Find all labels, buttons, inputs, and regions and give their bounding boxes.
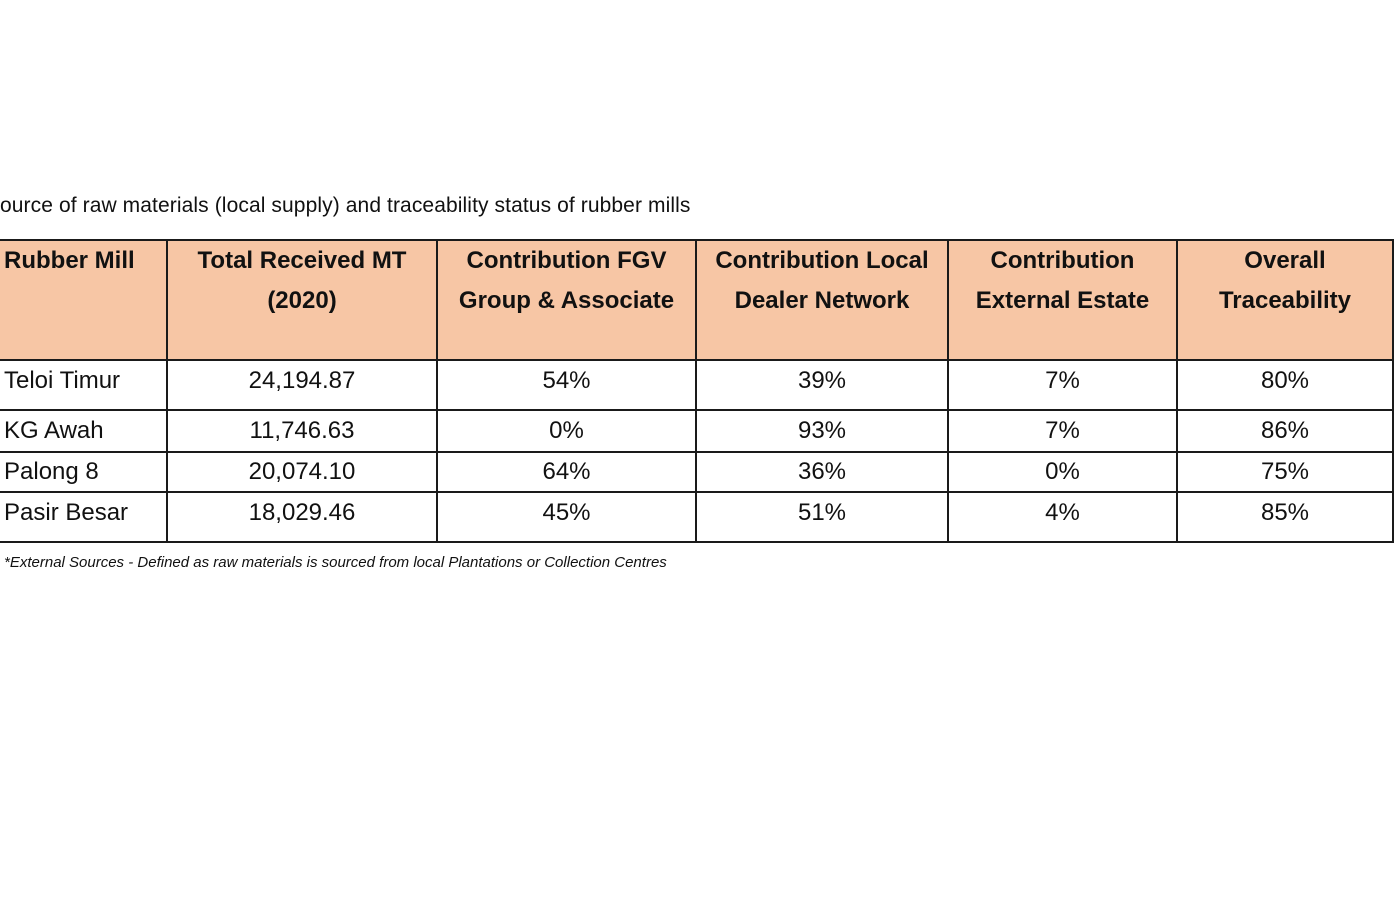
cell-overall-traceability: 80% [1176, 359, 1394, 411]
rubber-mills-table: Rubber Mill Total Received MT (2020) Con… [0, 239, 1394, 543]
header-total-received: Total Received MT (2020) [166, 239, 438, 361]
table-caption: ource of raw materials (local supply) an… [0, 194, 691, 217]
table-row: KG Awah 11,746.63 0% 93% 7% 86% [0, 409, 1394, 453]
header-row: Rubber Mill Total Received MT (2020) Con… [0, 239, 1394, 361]
cell-contribution-external-estate: 7% [947, 359, 1178, 411]
cell-mill-name: Pasir Besar [0, 491, 168, 543]
cell-contribution-local-dealer: 39% [695, 359, 949, 411]
cell-overall-traceability: 85% [1176, 491, 1394, 543]
header-contribution-external-estate: Contribution External Estate [947, 239, 1178, 361]
cell-total-received: 18,029.46 [166, 491, 438, 543]
table-row: Teloi Timur 24,194.87 54% 39% 7% 80% [0, 359, 1394, 411]
cell-contribution-fgv: 45% [436, 491, 697, 543]
cell-contribution-external-estate: 7% [947, 409, 1178, 453]
cell-total-received: 24,194.87 [166, 359, 438, 411]
cell-contribution-external-estate: 4% [947, 491, 1178, 543]
cell-mill-name: KG Awah [0, 409, 168, 453]
cell-contribution-local-dealer: 36% [695, 451, 949, 493]
footnote: *External Sources - Defined as raw mater… [4, 554, 667, 571]
table-row: Palong 8 20,074.10 64% 36% 0% 75% [0, 451, 1394, 493]
header-overall-traceability: Overall Traceability [1176, 239, 1394, 361]
cell-mill-name: Teloi Timur [0, 359, 168, 411]
header-contribution-local-dealer: Contribution Local Dealer Network [695, 239, 949, 361]
table-row: Pasir Besar 18,029.46 45% 51% 4% 85% [0, 491, 1394, 543]
cell-contribution-local-dealer: 51% [695, 491, 949, 543]
cell-contribution-local-dealer: 93% [695, 409, 949, 453]
cell-contribution-fgv: 64% [436, 451, 697, 493]
header-contribution-fgv: Contribution FGV Group & Associate [436, 239, 697, 361]
cell-contribution-external-estate: 0% [947, 451, 1178, 493]
cell-total-received: 11,746.63 [166, 409, 438, 453]
cell-contribution-fgv: 0% [436, 409, 697, 453]
cell-mill-name: Palong 8 [0, 451, 168, 493]
cell-overall-traceability: 86% [1176, 409, 1394, 453]
cell-total-received: 20,074.10 [166, 451, 438, 493]
cell-contribution-fgv: 54% [436, 359, 697, 411]
header-rubber-mill: Rubber Mill [0, 239, 168, 361]
cell-overall-traceability: 75% [1176, 451, 1394, 493]
